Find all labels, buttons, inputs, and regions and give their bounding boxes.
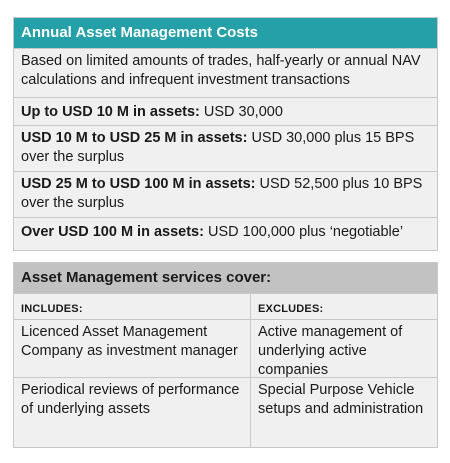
excludes-cell: Special Purpose Vehicle setups and admin…: [258, 382, 424, 417]
tier-label: Over USD 100 M in assets:: [21, 224, 204, 240]
tier-value: USD 52,500 plus 10 BPS over the surplus: [21, 176, 423, 211]
tier-value: USD 30,000 plus 15 BPS over the surplus: [21, 130, 415, 165]
costs-title: Annual Asset Management Costs: [14, 18, 437, 48]
tier-row: USD 10 M to USD 25 M in assets: USD 30,0…: [14, 125, 437, 171]
tier-label: Up to USD 10 M in assets:: [21, 104, 200, 120]
tier-label: USD 10 M to USD 25 M in assets:: [21, 130, 248, 146]
services-row: Licenced Asset Management Company as inv…: [14, 319, 437, 378]
tier-value: USD 100,000 plus ‘negotiable’: [203, 224, 404, 240]
services-title: Asset Management services cover:: [14, 263, 437, 293]
includes-cell: Periodical reviews of performance of und…: [14, 378, 251, 447]
tier-row: USD 25 M to USD 100 M in assets: USD 52,…: [14, 171, 437, 217]
services-panel: Asset Management services cover: INCLUDE…: [13, 262, 438, 448]
services-row: Periodical reviews of performance of und…: [14, 377, 437, 447]
excludes-header: EXCLUDES:: [258, 303, 324, 315]
tier-label: USD 25 M to USD 100 M in assets:: [21, 176, 256, 192]
tier-row: Over USD 100 M in assets: USD 100,000 pl…: [14, 217, 437, 248]
costs-intro: Based on limited amounts of trades, half…: [14, 48, 437, 97]
tier-row: Up to USD 10 M in assets: USD 30,000: [14, 97, 437, 125]
includes-header: INCLUDES:: [14, 294, 251, 319]
services-column-headers: INCLUDES: EXCLUDES:: [14, 293, 437, 319]
excludes-cell: Active management of underlying active c…: [258, 324, 403, 378]
includes-cell: Licenced Asset Management Company as inv…: [14, 320, 251, 377]
tier-value: USD 30,000: [199, 104, 283, 120]
costs-panel: Annual Asset Management Costs Based on l…: [13, 17, 438, 251]
